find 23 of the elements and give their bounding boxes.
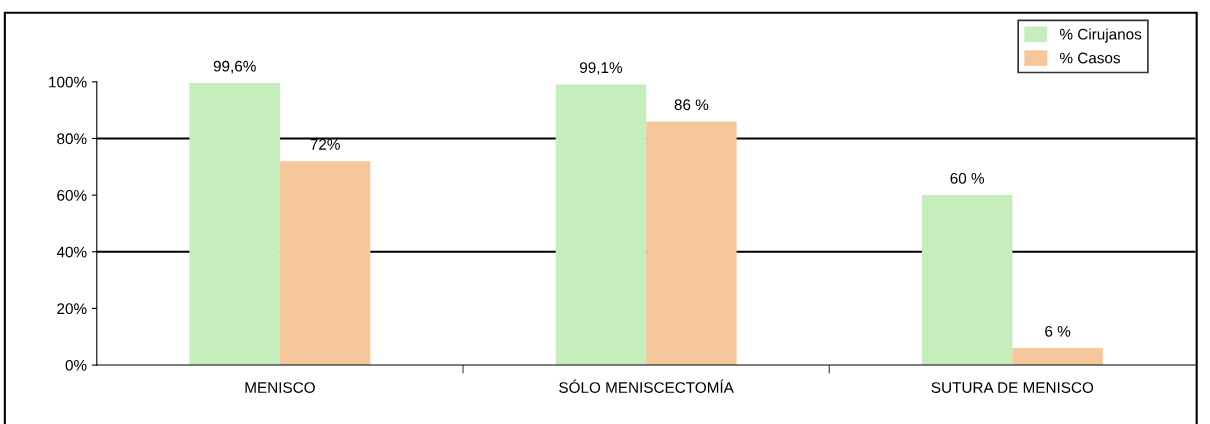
y-tick-label: 20%	[57, 303, 87, 315]
bar	[555, 84, 647, 366]
bar	[189, 82, 280, 366]
x-tick-label: MENISCO	[245, 382, 315, 393]
legend-label: % Cirujanos	[1059, 28, 1142, 43]
data-label: 86 %	[674, 99, 709, 111]
bar	[646, 121, 737, 366]
y-tick-label: 100%	[49, 76, 87, 88]
y-tick-label: 40%	[56, 246, 87, 258]
data-label: 6 %	[1045, 325, 1071, 337]
y-tick-label: 80%	[57, 133, 87, 145]
data-label: 60 %	[950, 172, 985, 184]
bar	[921, 195, 1013, 366]
data-label: 72%	[310, 138, 340, 150]
y-tick-label: 60%	[57, 189, 87, 201]
legend-label: % Casos	[1059, 52, 1121, 64]
x-tick-label: SUTURA DE MENISCO	[931, 382, 1094, 393]
data-label: 99,1%	[579, 62, 623, 75]
data-label: 99,6%	[213, 60, 256, 74]
x-tick-label: SÓLO MENISCECTOMÍA	[559, 379, 734, 393]
bar	[1012, 348, 1103, 366]
bar	[279, 161, 371, 366]
y-tick-label: 0%	[65, 359, 87, 371]
